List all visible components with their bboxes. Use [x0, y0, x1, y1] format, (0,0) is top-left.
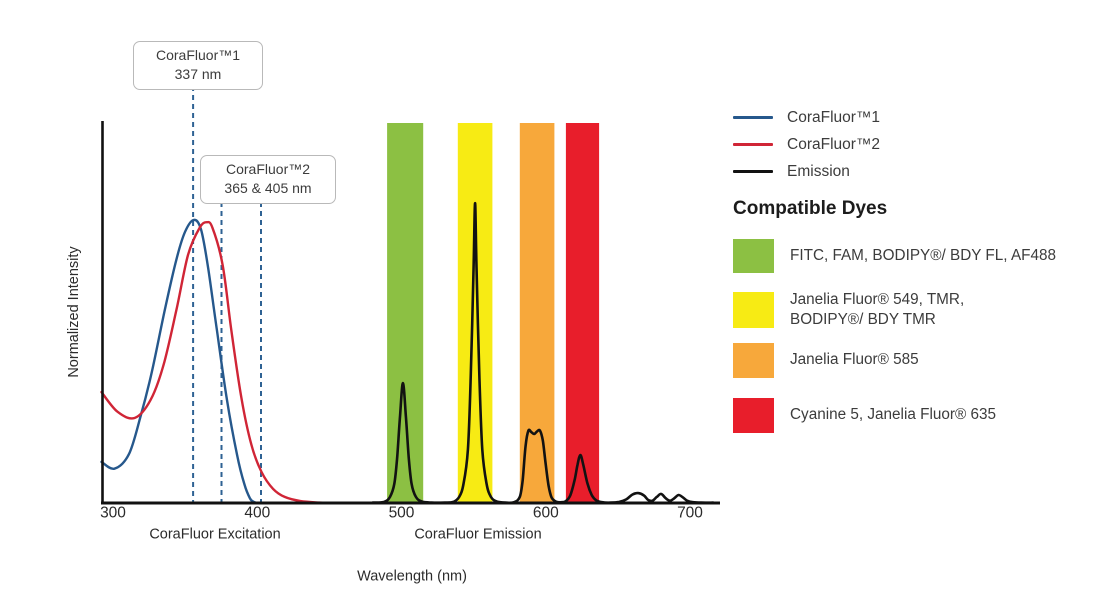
annotation-corafluor1-title: CoraFluor™1 [155, 47, 241, 63]
dye-row-yellow: Janelia Fluor® 549, TMR, BODIPY®/ BDY TM… [733, 290, 965, 328]
spectra-chart: 300 400 500 600 700 CoraFluor Excitation Cor… [66, 86, 720, 585]
series-curve-corafluor1 [100, 218, 260, 505]
axes-group [101, 121, 720, 505]
annotation-corafluor2: CoraFluor™2 365 & 405 nm [200, 155, 336, 204]
legend-row-corafluor2: CoraFluor™2 [733, 135, 880, 154]
dye-label: Janelia Fluor® 585 [790, 351, 919, 369]
dye-swatch-orange [733, 343, 774, 378]
annotation-corafluor2-title: CoraFluor™2 [225, 161, 311, 177]
filter-band-0 [387, 123, 424, 503]
dye-row-green: FITC, FAM, BODIPY®/ BDY FL, AF488 [733, 239, 1056, 273]
dye-swatch-green [733, 239, 774, 273]
x-tick-labels-group: 300 400 500 600 700 [100, 504, 703, 521]
x-axis-region-label-emission: CoraFluor Emission [414, 527, 541, 543]
series-legend: CoraFluor™1 CoraFluor™2 Emission [733, 108, 880, 189]
dye-swatch-yellow [733, 292, 774, 328]
legend-line-swatch [733, 170, 773, 173]
filter-band-3 [565, 123, 600, 503]
annotation-corafluor1-value: 337 nm [174, 66, 222, 83]
legend-line-swatch [733, 116, 773, 119]
y-axis-title: Normalized Intensity [66, 246, 82, 378]
series-curve-corafluor2 [100, 220, 331, 505]
x-axis-title: Wavelength (nm) [357, 569, 467, 585]
filter-band-1 [457, 123, 493, 503]
x-tick-label: 300 [100, 504, 126, 521]
x-tick-label: 400 [244, 504, 270, 521]
legend-row-emission: Emission [733, 162, 880, 181]
dye-label: FITC, FAM, BODIPY®/ BDY FL, AF488 [790, 246, 1057, 264]
legend-label: Emission [787, 162, 850, 180]
dye-label: Janelia Fluor® 549, TMR, BODIPY®/ BDY TM… [790, 290, 965, 328]
dye-row-red: Cyanine 5, Janelia Fluor® 635 [733, 398, 996, 433]
x-tick-label: 700 [677, 504, 703, 521]
legend-row-corafluor1: CoraFluor™1 [733, 108, 880, 127]
annotation-corafluor2-value: 365 & 405 nm [224, 180, 312, 197]
filter-bands-group [387, 123, 600, 503]
compatible-dyes-heading: Compatible Dyes [733, 198, 888, 219]
legend-label: CoraFluor™2 [787, 135, 881, 153]
x-tick-label: 500 [389, 504, 415, 521]
dye-label: Cyanine 5, Janelia Fluor® 635 [790, 406, 997, 424]
x-axis-region-label-excitation: CoraFluor Excitation [149, 527, 280, 543]
dye-swatch-red [733, 398, 774, 433]
legend-label: CoraFluor™1 [787, 108, 881, 126]
legend-line-swatch [733, 143, 773, 146]
annotation-corafluor1: CoraFluor™1 337 nm [133, 41, 263, 90]
dye-row-orange: Janelia Fluor® 585 [733, 343, 919, 378]
x-tick-label: 600 [533, 504, 559, 521]
marker-lines-group [192, 86, 262, 502]
